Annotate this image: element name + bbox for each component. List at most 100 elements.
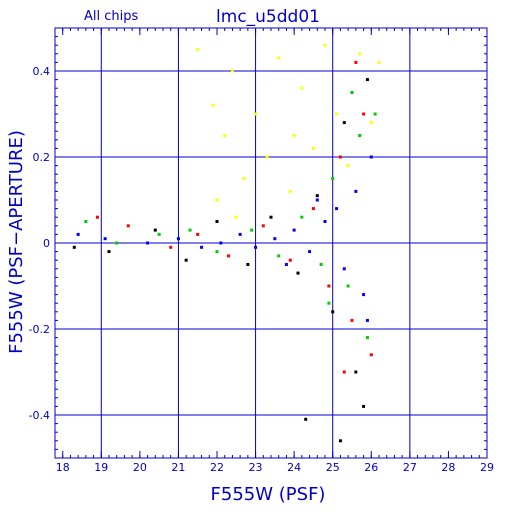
data-point <box>146 241 150 245</box>
data-point <box>277 254 281 258</box>
data-point <box>300 215 304 219</box>
x-tick-label: 21 <box>171 461 185 474</box>
data-point <box>242 177 246 180</box>
data-point <box>354 189 358 193</box>
data-point <box>354 60 358 64</box>
x-tick-label: 18 <box>56 461 70 474</box>
data-point <box>196 48 200 51</box>
data-point <box>342 370 346 374</box>
x-tick-label: 20 <box>133 461 147 474</box>
data-point <box>373 112 377 116</box>
y-tick-label: 0 <box>43 237 50 250</box>
data-point <box>362 293 366 297</box>
data-point <box>76 232 80 236</box>
data-point <box>115 241 119 245</box>
y-tick-label: -0.2 <box>29 323 50 336</box>
data-point <box>273 237 277 241</box>
x-tick-label: 25 <box>326 461 340 474</box>
data-point <box>246 263 250 266</box>
data-point <box>265 155 269 159</box>
data-point <box>338 155 342 159</box>
data-point <box>350 318 354 322</box>
data-point <box>338 439 342 443</box>
data-point <box>354 370 358 374</box>
data-point <box>335 112 339 116</box>
chart-title: lmc_u5dd01 <box>216 7 320 27</box>
data-point <box>196 232 200 236</box>
data-point <box>184 258 188 262</box>
data-points <box>72 43 381 443</box>
x-tick-label: 19 <box>94 461 108 474</box>
y-tick-label: 0.4 <box>33 65 51 78</box>
data-point <box>84 220 88 223</box>
data-point <box>126 224 130 228</box>
data-point <box>365 336 369 340</box>
data-point <box>72 245 76 249</box>
data-point <box>250 228 254 232</box>
data-point <box>223 134 227 137</box>
data-point <box>254 245 258 249</box>
data-point <box>342 267 346 271</box>
data-point <box>327 284 331 288</box>
data-point <box>103 237 107 241</box>
data-point <box>369 155 373 159</box>
data-point <box>238 232 242 236</box>
data-point <box>292 228 296 232</box>
x-tick-label: 24 <box>287 461 301 474</box>
data-point <box>315 198 319 202</box>
data-point <box>365 78 369 82</box>
data-point <box>358 52 362 56</box>
data-point <box>261 224 265 228</box>
y-axis-label: F555W (PSF−APERTURE) <box>6 130 27 354</box>
data-point <box>362 112 366 116</box>
data-point <box>308 250 312 254</box>
data-point <box>288 258 292 262</box>
data-point <box>254 112 258 116</box>
data-point <box>327 301 331 305</box>
x-tick-label: 29 <box>480 461 494 474</box>
data-point <box>153 228 157 232</box>
data-point <box>176 237 180 241</box>
data-point <box>335 207 339 211</box>
data-point <box>277 56 281 60</box>
data-point <box>296 271 300 275</box>
data-point <box>342 121 346 125</box>
data-point <box>350 91 354 94</box>
chart-subtitle: All chips <box>84 9 138 24</box>
data-point <box>215 198 219 202</box>
data-point <box>107 250 111 254</box>
data-point <box>323 43 327 47</box>
data-point <box>157 232 161 236</box>
data-point <box>188 228 192 232</box>
data-point <box>377 60 381 64</box>
data-point <box>292 134 296 137</box>
plot-frame <box>54 27 488 459</box>
data-point <box>230 69 234 73</box>
data-point <box>200 245 204 249</box>
data-point <box>234 215 238 219</box>
data-point <box>219 241 223 245</box>
data-point <box>311 207 315 211</box>
data-point <box>311 146 315 150</box>
data-point <box>288 189 292 193</box>
x-tick-label: 23 <box>249 461 263 474</box>
data-point <box>215 220 219 223</box>
data-point <box>211 103 215 107</box>
data-point <box>346 284 350 288</box>
data-point <box>315 194 319 198</box>
grid-lines <box>55 28 487 458</box>
data-point <box>369 121 373 125</box>
axis-ticks: 18 19 20 21 22 23 24 25 26 27 28 29 -0.4 -0.2 0 0.2 0.4 <box>29 27 494 474</box>
data-point <box>346 164 350 168</box>
y-tick-label: -0.4 <box>29 409 50 422</box>
data-point <box>304 417 308 421</box>
x-tick-label: 26 <box>364 461 378 474</box>
data-point <box>358 134 362 137</box>
data-point <box>215 250 219 254</box>
x-axis-label: F555W (PSF) <box>211 484 326 505</box>
x-tick-label: 28 <box>441 461 455 474</box>
y-tick-label: 0.2 <box>33 151 51 164</box>
data-point <box>323 220 327 223</box>
data-point <box>227 254 231 258</box>
